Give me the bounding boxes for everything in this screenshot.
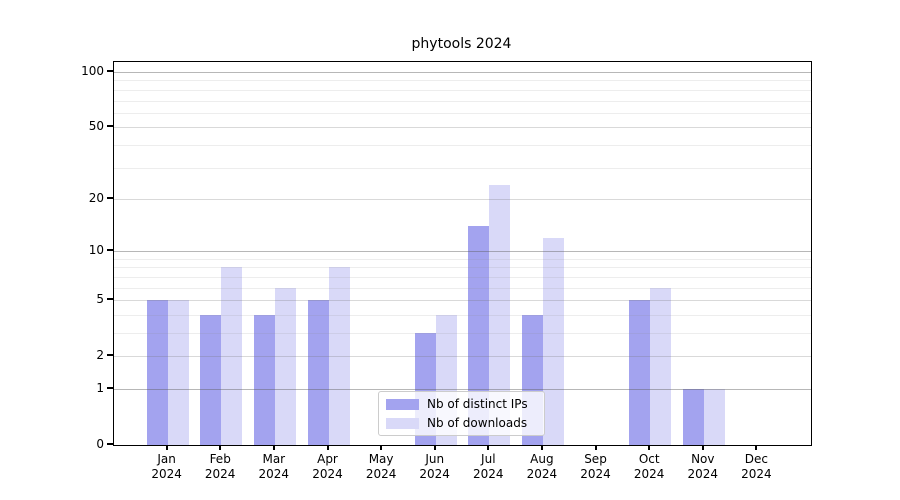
plot-area	[113, 61, 812, 446]
gridline-20	[114, 198, 811, 200]
x-tick-label-dec: Dec 2024	[741, 452, 772, 481]
bar-downloads-oct	[650, 287, 672, 445]
y-tick-label-0: 0	[96, 437, 104, 451]
y-tick-label-50: 50	[88, 119, 104, 134]
x-tick-label-feb: Feb 2024	[204, 452, 236, 481]
gridline-90	[114, 80, 811, 82]
bar-distinct-ips-jul	[468, 226, 490, 445]
x-tick-mark-nov	[701, 445, 704, 450]
x-tick-mark-mar	[272, 445, 275, 450]
x-tick-label-jan: Jan 2024	[151, 452, 182, 481]
y-tick-mark	[107, 70, 114, 72]
bar-distinct-ips-nov	[682, 389, 704, 445]
x-tick-label-sep: Sep 2024	[580, 452, 611, 481]
legend-label-downloads: Nb of downloads	[427, 416, 528, 430]
gridline-3	[114, 333, 811, 334]
x-tick-mark-apr	[326, 445, 329, 450]
y-tick-mark	[107, 354, 114, 357]
y-tick-label-5: 5	[96, 292, 104, 307]
gridlines-layer	[114, 62, 811, 445]
y-tick-mark	[107, 298, 114, 301]
gridline-40	[114, 144, 811, 146]
x-tick-label-apr: Apr 2024	[312, 452, 343, 481]
legend-swatch-distinct-ips	[386, 399, 419, 410]
x-tick-mark-jan	[165, 445, 168, 450]
x-tick-mark-jul	[487, 445, 490, 450]
bar-distinct-ips-mar	[253, 314, 275, 445]
x-tick-mark-may	[380, 445, 383, 450]
legend-swatch-downloads	[386, 418, 419, 429]
legend-item-downloads: Nb of downloads	[386, 416, 536, 431]
y-tick-label-1: 1	[96, 381, 104, 395]
bars-layer	[114, 62, 811, 445]
x-tick-label-jul: Jul 2024	[473, 452, 504, 481]
gridline-4	[114, 314, 811, 316]
gridline-50	[114, 127, 811, 129]
bar-downloads-nov	[703, 389, 725, 445]
gridline-1	[114, 389, 811, 390]
x-tick-label-nov: Nov 2024	[687, 452, 719, 481]
y-tick-label-20: 20	[88, 190, 104, 205]
gridline-8	[114, 267, 811, 269]
bar-downloads-mar	[274, 287, 296, 445]
gridline-5	[114, 300, 811, 302]
y-tick-mark	[107, 125, 114, 128]
bar-distinct-ips-feb	[200, 314, 222, 445]
legend: Nb of distinct IPs Nb of downloads	[378, 391, 545, 436]
x-tick-label-oct: Oct 2024	[633, 452, 665, 481]
gridline-100	[114, 72, 811, 73]
y-tick-mark	[107, 387, 114, 389]
x-tick-label-jun: Jun 2024	[419, 452, 450, 481]
gridline-80	[114, 89, 811, 91]
bar-downloads-feb	[221, 267, 243, 445]
x-tick-mark-dec	[755, 445, 758, 450]
gridline-9	[114, 258, 811, 260]
y-tick-label-100: 100	[81, 64, 104, 78]
x-tick-mark-aug	[540, 445, 543, 450]
bar-downloads-jan	[167, 300, 189, 445]
y-tick-label-10: 10	[88, 243, 104, 258]
bar-downloads-apr	[328, 267, 350, 445]
legend-item-distinct-ips: Nb of distinct IPs	[386, 397, 536, 412]
gridline-6	[114, 287, 811, 289]
x-tick-label-aug: Aug 2024	[526, 452, 558, 481]
bar-distinct-ips-jan	[146, 300, 168, 445]
y-tick-mark	[107, 249, 114, 252]
x-tick-label-mar: Mar 2024	[258, 452, 290, 481]
bar-downloads-jul	[489, 184, 511, 445]
gridline-10	[114, 251, 811, 253]
gridline-2	[114, 356, 811, 358]
gridline-60	[114, 112, 811, 114]
x-tick-label-may: May 2024	[365, 452, 397, 481]
legend-label-distinct-ips: Nb of distinct IPs	[427, 397, 528, 411]
gridline-7	[114, 276, 811, 278]
y-tick-mark	[107, 196, 114, 199]
x-tick-mark-sep	[594, 445, 597, 450]
bar-distinct-ips-apr	[307, 300, 329, 445]
x-tick-mark-jun	[433, 445, 436, 450]
y-tick-label-2: 2	[96, 348, 104, 363]
chart-title: phytools 2024	[411, 36, 512, 52]
x-tick-mark-feb	[219, 445, 222, 450]
x-tick-mark-oct	[648, 445, 651, 450]
bar-downloads-aug	[542, 237, 564, 445]
y-tick-mark	[107, 443, 114, 445]
gridline-70	[114, 100, 811, 102]
gridline-30	[114, 167, 811, 169]
bar-distinct-ips-oct	[629, 300, 651, 445]
